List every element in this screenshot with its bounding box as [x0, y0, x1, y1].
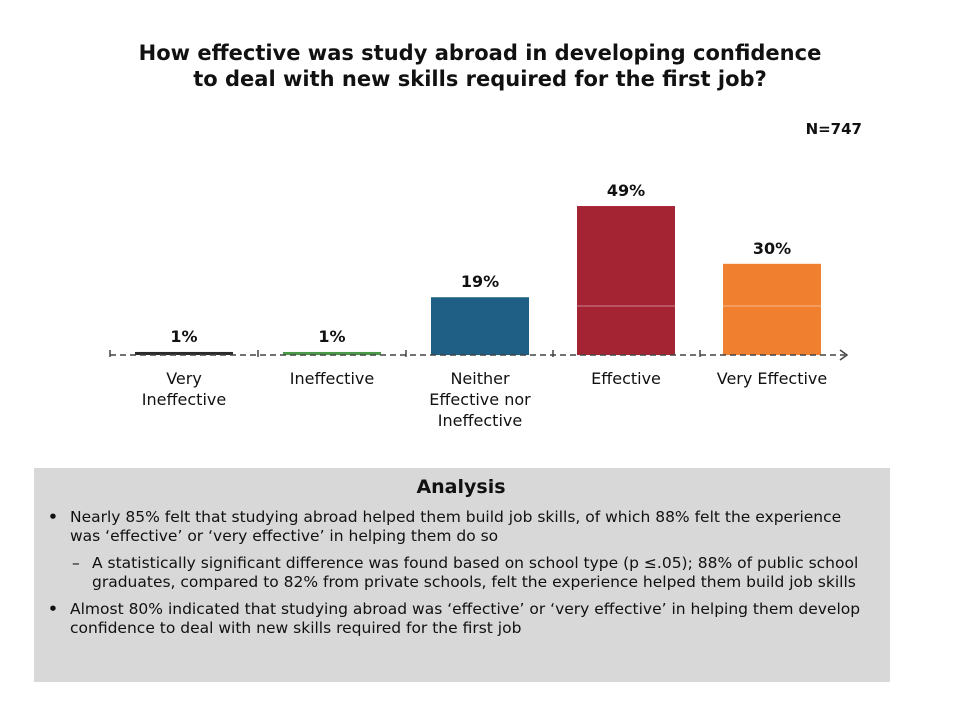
category-label: Ineffective — [438, 411, 522, 430]
data-label: 1% — [318, 327, 345, 346]
data-label: 1% — [170, 327, 197, 346]
analysis-bullet-2-text: Almost 80% indicated that studying abroa… — [70, 600, 861, 637]
category-label: Ineffective — [290, 369, 374, 388]
bar — [135, 351, 233, 355]
chart-title: How effective was study abroad in develo… — [40, 40, 920, 92]
title-line-1: How effective was study abroad in develo… — [138, 41, 822, 65]
axis-arrow-icon — [839, 349, 849, 361]
analysis-bullet-2: • Almost 80% indicated that studying abr… — [46, 600, 876, 638]
sample-size-label: N=747 — [805, 120, 862, 138]
data-label: 49% — [607, 181, 645, 200]
category-label: Very — [166, 369, 202, 388]
analysis-panel: Analysis • Nearly 85% felt that studying… — [34, 468, 890, 682]
sub-bullet-mark: – — [72, 554, 80, 572]
bar — [283, 351, 381, 355]
analysis-bullet-1: • Nearly 85% felt that studying abroad h… — [46, 508, 876, 546]
analysis-heading: Analysis — [416, 476, 506, 498]
category-label: Effective nor — [429, 390, 531, 409]
analysis-bullet-1-text: Nearly 85% felt that studying abroad hel… — [70, 508, 842, 545]
data-label: 30% — [753, 239, 791, 258]
bar — [723, 263, 821, 355]
analysis-sub-bullet-1: – A statistically significant difference… — [46, 554, 876, 592]
bar — [431, 297, 529, 355]
category-label: Very Effective — [717, 369, 827, 388]
bullet-mark: • — [48, 600, 58, 618]
bullet-mark: • — [48, 508, 58, 526]
title-line-2: to deal with new skills required for the… — [193, 67, 767, 91]
data-label: 19% — [461, 272, 499, 291]
analysis-sub-bullet-1-text: A statistically significant difference w… — [92, 554, 859, 591]
category-label: Neither — [450, 369, 510, 388]
category-label: Effective — [591, 369, 661, 388]
category-label: Ineffective — [142, 390, 226, 409]
bar-chart: 1% Very Ineffective 1% Ineffective 19% Neither… — [109, 181, 849, 430]
bar — [577, 206, 675, 355]
